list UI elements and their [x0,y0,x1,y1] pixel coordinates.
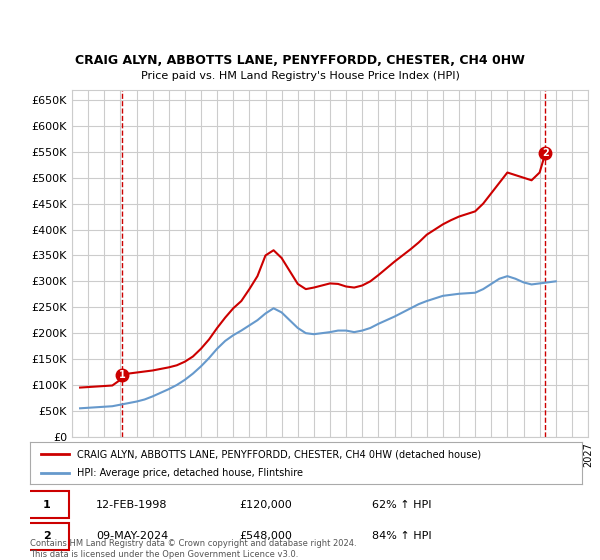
FancyBboxPatch shape [25,523,68,550]
Text: HPI: Average price, detached house, Flintshire: HPI: Average price, detached house, Flin… [77,468,303,478]
Text: £548,000: £548,000 [240,531,293,542]
Text: 2: 2 [542,148,549,158]
Text: 1: 1 [119,370,125,380]
Text: CRAIG ALYN, ABBOTTS LANE, PENYFFORDD, CHESTER, CH4 0HW (detached house): CRAIG ALYN, ABBOTTS LANE, PENYFFORDD, CH… [77,449,481,459]
Text: 12-FEB-1998: 12-FEB-1998 [96,500,168,510]
Text: 09-MAY-2024: 09-MAY-2024 [96,531,169,542]
Text: 84% ↑ HPI: 84% ↑ HPI [372,531,432,542]
Text: £120,000: £120,000 [240,500,293,510]
Text: 2: 2 [43,531,50,542]
Text: 1: 1 [43,500,50,510]
Text: CRAIG ALYN, ABBOTTS LANE, PENYFFORDD, CHESTER, CH4 0HW: CRAIG ALYN, ABBOTTS LANE, PENYFFORDD, CH… [75,54,525,67]
Text: Price paid vs. HM Land Registry's House Price Index (HPI): Price paid vs. HM Land Registry's House … [140,71,460,81]
Text: Contains HM Land Registry data © Crown copyright and database right 2024.
This d: Contains HM Land Registry data © Crown c… [30,539,356,559]
Text: 62% ↑ HPI: 62% ↑ HPI [372,500,432,510]
FancyBboxPatch shape [25,491,68,518]
